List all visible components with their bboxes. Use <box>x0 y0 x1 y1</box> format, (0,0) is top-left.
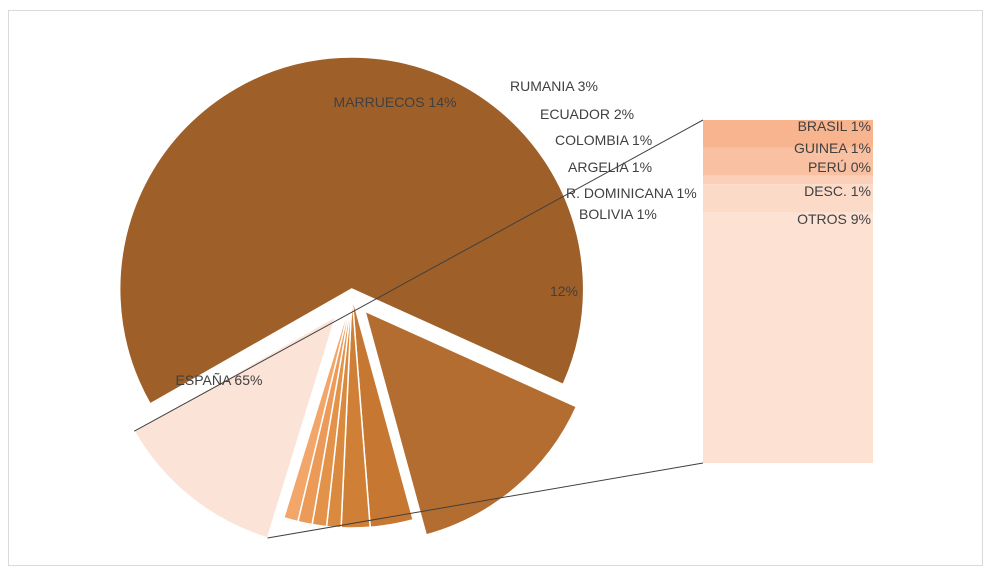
bar-segment-peru <box>703 175 873 185</box>
pie-slice-other-group <box>133 314 338 539</box>
connector-line-bottom <box>267 462 704 539</box>
data-label-desc: DESC. 1% <box>804 183 871 199</box>
bar-segment-brasil <box>703 120 873 148</box>
data-label-rumania: RUMANIA 3% <box>510 78 598 94</box>
data-label-brasil: BRASIL 1% <box>798 118 871 134</box>
data-label-colombia: COLOMBIA 1% <box>555 132 652 148</box>
pie-slice-marruecos <box>363 309 578 536</box>
data-label-bolivia: BOLIVIA 1% <box>579 206 657 222</box>
data-label-espana: ESPAÑA 65% <box>176 372 263 388</box>
data-label-otros: OTROS 9% <box>797 211 871 227</box>
pie-slice-bolivia <box>282 295 353 523</box>
data-label-other-group: 12% <box>550 283 578 299</box>
bar-segment-otros <box>703 212 873 463</box>
data-label-argelia: ARGELIA 1% <box>568 159 652 175</box>
data-label-ecuador: ECUADOR 2% <box>540 106 634 122</box>
bar-segment-desc <box>703 184 873 213</box>
data-label-peru: PERÚ 0% <box>808 159 871 175</box>
bar-segment-guinea <box>703 147 873 176</box>
data-label-marruecos: MARRUECOS 14% <box>334 94 457 110</box>
stacked-bar <box>703 120 873 463</box>
connector-line-top <box>133 119 704 432</box>
pie-slices <box>118 56 585 539</box>
data-labels: ESPAÑA 65% MARRUECOS 14% RUMANIA 3% ECUADOR… <box>176 78 871 388</box>
pie-slice-espana <box>118 56 585 405</box>
connector-lines <box>133 119 704 539</box>
data-label-r-dominicana: R. DOMINICANA 1% <box>566 185 697 201</box>
data-label-guinea: GUINEA 1% <box>794 140 871 156</box>
